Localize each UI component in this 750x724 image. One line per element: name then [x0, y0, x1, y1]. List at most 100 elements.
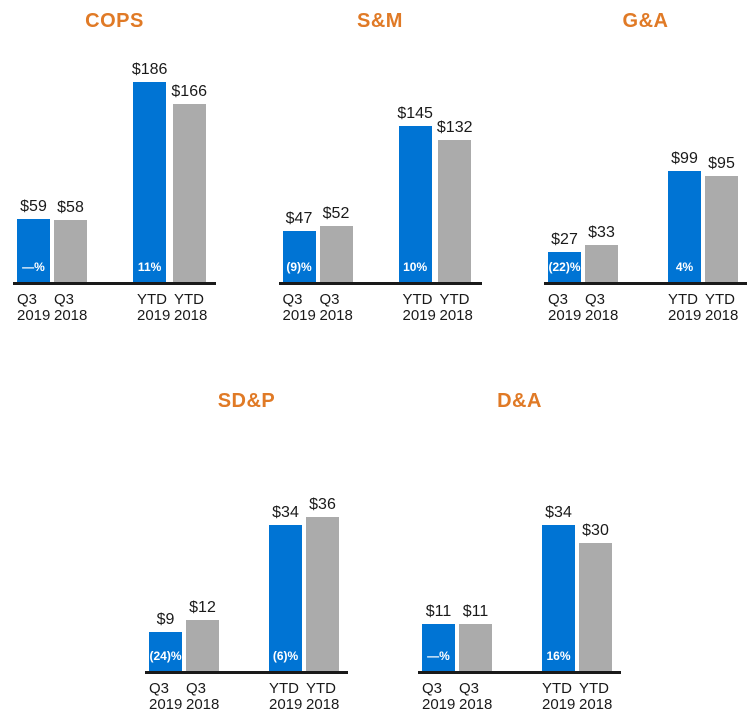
- x-tick-label: Q3 2019: [282, 291, 316, 324]
- bar-value-label: $33: [588, 224, 615, 241]
- chart-ga: G&A $27 (22)% $33 $99 4% $95 Q3 2019 Q3 2018 YT…: [544, 8, 747, 324]
- x-tick-label: YTD 2019: [269, 680, 303, 713]
- chart-title: G&A: [622, 10, 669, 32]
- bottom-chart-row: SD&P $9 (24)% $12 $34 (6)% $36 Q3 2019 Q3 2018 …: [0, 388, 750, 713]
- chart-title: SD&P: [217, 390, 276, 412]
- bar-value-label: $186: [131, 61, 168, 78]
- bar-q3-2019: (24)%: [149, 632, 182, 671]
- bar-group-ytd: $145 10% $132: [397, 105, 473, 282]
- x-tick-group-q3: Q3 2019 Q3 2018: [422, 681, 492, 713]
- plot-area: $59 —% $58 $186 11% $166: [13, 38, 216, 282]
- bar-column: $9 (24)%: [149, 611, 182, 671]
- bar-value-label: $12: [189, 599, 216, 616]
- bar-value-label: $95: [708, 155, 735, 172]
- x-tick-label: YTD 2019: [402, 291, 436, 324]
- bar-value-label: $9: [156, 611, 175, 628]
- bar-column: $30: [579, 522, 612, 671]
- x-axis-line: [13, 282, 216, 285]
- x-tick-label: Q3 2019: [422, 680, 456, 713]
- bar-change-pct-label: (24)%: [149, 649, 182, 663]
- bar-value-label: $11: [462, 603, 489, 620]
- x-axis-labels: Q3 2019 Q3 2018 YTD 2019 YTD 2018: [13, 292, 216, 324]
- bar-column: $186 11%: [131, 61, 168, 282]
- x-tick-label: YTD 2019: [542, 680, 576, 713]
- x-axis-labels: Q3 2019 Q3 2018 YTD 2019 YTD 2018: [544, 292, 747, 324]
- x-tick-group-ytd: YTD 2019 YTD 2018: [137, 292, 207, 324]
- bar-q3-2019: —%: [17, 219, 50, 282]
- bar-group-ytd: $34 (6)% $36: [269, 496, 339, 671]
- bar-value-label: $36: [309, 496, 336, 513]
- bar-group-q3: $11 —% $11: [422, 603, 492, 671]
- x-tick-label: Q3 2018: [186, 680, 220, 713]
- x-tick-group-q3: Q3 2019 Q3 2018: [17, 292, 87, 324]
- bar-change-pct-label: —%: [22, 260, 45, 274]
- bar-value-label: $99: [671, 150, 698, 167]
- bar-column: $27 (22)%: [548, 231, 581, 282]
- bar-change-pct-label: (6)%: [272, 649, 299, 663]
- bar-column: $11 —%: [422, 603, 455, 671]
- bar-group-q3: $27 (22)% $33: [548, 224, 618, 282]
- bar-change-pct-label: (9)%: [286, 260, 312, 274]
- bar-column: $36: [306, 496, 339, 671]
- x-tick-group-ytd: YTD 2019 YTD 2018: [542, 681, 612, 713]
- x-tick-group-q3: Q3 2019 Q3 2018: [548, 292, 618, 324]
- bar-ytd-2019: 16%: [542, 525, 575, 671]
- plot-area: $11 —% $11 $34 16% $30: [418, 418, 621, 671]
- bar-column: $59 —%: [17, 198, 50, 282]
- bar-column: $99 4%: [668, 150, 701, 282]
- x-tick-label: YTD 2019: [668, 291, 702, 324]
- plot-area: $9 (24)% $12 $34 (6)% $36: [145, 418, 348, 671]
- top-chart-row: COPS $59 —% $58 $186 11% $166 Q3 2019 Q3 2018 Y…: [0, 0, 750, 324]
- bar-ytd-2018: [579, 543, 612, 671]
- bar-group-ytd: $99 4% $95: [668, 150, 738, 282]
- bar-column: $34 16%: [542, 504, 575, 671]
- x-tick-label: YTD 2019: [137, 291, 171, 324]
- plot-area: $47 (9)% $52 $145 10% $132: [279, 38, 482, 282]
- x-tick-group-ytd: YTD 2019 YTD 2018: [269, 681, 339, 713]
- bar-change-pct-label: 16%: [546, 649, 571, 663]
- chart-cops: COPS $59 —% $58 $186 11% $166 Q3 2019 Q3 2018 Y…: [13, 8, 216, 324]
- bar-ytd-2018: [438, 140, 472, 282]
- plot-area: $27 (22)% $33 $99 4% $95: [544, 38, 747, 282]
- x-axis-labels: Q3 2019 Q3 2018 YTD 2019 YTD 2018: [418, 681, 621, 713]
- chart-title: S&M: [357, 10, 403, 32]
- x-tick-label: YTD 2018: [306, 680, 340, 713]
- bar-change-pct-label: 11%: [137, 260, 162, 274]
- bar-column: $47 (9)%: [282, 210, 316, 282]
- x-tick-group-q3: Q3 2019 Q3 2018: [283, 292, 353, 324]
- x-axis-line: [145, 671, 348, 674]
- x-tick-group-ytd: YTD 2019 YTD 2018: [668, 292, 738, 324]
- bar-value-label: $30: [582, 522, 609, 539]
- bar-ytd-2018: [705, 176, 738, 282]
- bar-q3-2018: [585, 245, 618, 282]
- bar-group-q3: $47 (9)% $52: [282, 205, 353, 282]
- bar-q3-2018: [319, 226, 353, 282]
- x-tick-label: Q3 2019: [548, 291, 582, 324]
- x-axis-line: [544, 282, 747, 285]
- bar-change-pct-label: 10%: [403, 260, 428, 274]
- x-axis-labels: Q3 2019 Q3 2018 YTD 2019 YTD 2018: [279, 292, 482, 324]
- bar-value-label: $145: [397, 105, 433, 122]
- bar-column: $145 10%: [397, 105, 433, 282]
- bar-ytd-2019: 4%: [668, 171, 701, 282]
- x-tick-label: YTD 2018: [705, 291, 739, 324]
- bar-group-ytd: $34 16% $30: [542, 504, 612, 671]
- bar-value-label: $58: [57, 199, 84, 216]
- bar-column: $11: [459, 603, 492, 671]
- bar-column: $52: [319, 205, 353, 282]
- bar-column: $166: [171, 83, 207, 282]
- x-tick-label: YTD 2018: [579, 680, 613, 713]
- x-axis-labels: Q3 2019 Q3 2018 YTD 2019 YTD 2018: [145, 681, 348, 713]
- bar-group-q3: $59 —% $58: [17, 198, 87, 282]
- x-tick-label: YTD 2018: [174, 291, 208, 324]
- x-tick-label: Q3 2018: [459, 680, 493, 713]
- bar-column: $58: [54, 199, 87, 282]
- bar-q3-2018: [54, 220, 87, 282]
- bar-group-ytd: $186 11% $166: [132, 61, 207, 282]
- bar-q3-2019: (9)%: [282, 231, 316, 282]
- chart-sm: S&M $47 (9)% $52 $145 10% $132 Q3 2019 Q3 2018 …: [278, 8, 482, 324]
- chart-title: D&A: [497, 390, 542, 412]
- bar-value-label: $132: [436, 119, 473, 136]
- bar-value-label: $47: [285, 210, 313, 227]
- bar-change-pct-label: —%: [427, 649, 450, 663]
